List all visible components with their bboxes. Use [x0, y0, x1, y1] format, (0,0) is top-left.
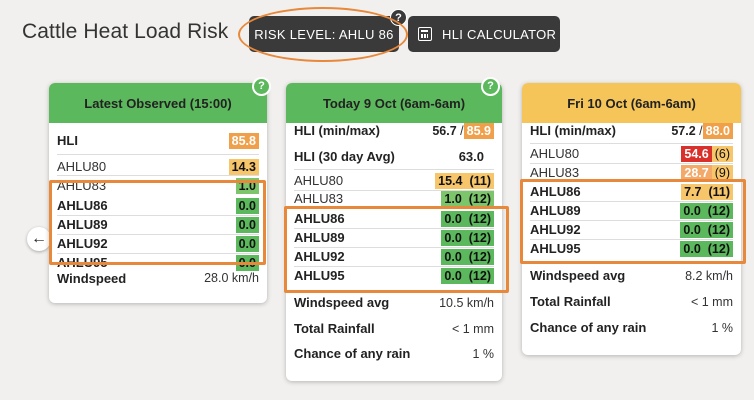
- row-ahlu86: AHLU86 0.0 (12): [294, 209, 494, 228]
- row-windspeed-avg: Windspeed avg 8.2 km/h: [530, 268, 733, 283]
- row-total-rainfall: Total Rainfall < 1 mm: [530, 294, 733, 309]
- card-today: Today 9 Oct (6am-6am) ? HLI (min/max) 56…: [286, 77, 502, 381]
- page-title: Cattle Heat Load Risk: [22, 20, 229, 43]
- row-ahlu83: AHLU83 1.0 (12): [294, 189, 494, 208]
- row-ahlu89: AHLU89 0.0 (12): [294, 228, 494, 247]
- card-header: Fri 10 Oct (6am-6am): [522, 83, 741, 123]
- help-icon[interactable]: ?: [481, 77, 500, 96]
- row-chance-rain: Chance of any rain 1 %: [530, 320, 733, 335]
- card-header: Latest Observed (15:00): [49, 83, 267, 123]
- row-hli: HLI 85.8: [57, 131, 259, 150]
- row-ahlu92: AHLU92 0.0 (12): [294, 247, 494, 266]
- row-ahlu92: AHLU92 0.0 (12): [530, 220, 733, 239]
- row-hli-minmax: HLI (min/max) 57.2 /88.0: [530, 121, 733, 140]
- row-ahlu95: AHLU95 0.0 (12): [530, 239, 733, 258]
- hli-calculator-button[interactable]: HLI CALCULATOR: [408, 16, 560, 52]
- row-ahlu92: AHLU92 0.0: [57, 234, 259, 253]
- row-windspeed: Windspeed 28.0 km/h: [57, 270, 259, 286]
- row-ahlu89: AHLU89 0.0 (12): [530, 201, 733, 220]
- row-ahlu80: AHLU80 15.4 (11): [294, 171, 494, 190]
- back-arrow-icon[interactable]: ←: [27, 227, 51, 251]
- row-ahlu86: AHLU86 0.0: [57, 196, 259, 215]
- row-hli-minmax: HLI (min/max) 56.7 /85.9: [294, 121, 494, 140]
- row-ahlu89: AHLU89 0.0: [57, 215, 259, 234]
- hli-calculator-label: HLI CALCULATOR: [442, 26, 557, 42]
- row-hli-30day: HLI (30 day Avg) 63.0: [294, 149, 484, 164]
- row-ahlu80: AHLU80 14.3: [57, 157, 259, 176]
- calculator-icon: [418, 27, 432, 41]
- card-header: Today 9 Oct (6am-6am): [286, 83, 502, 123]
- row-ahlu80: AHLU80 54.6 (6): [530, 144, 733, 163]
- card-latest-observed: Latest Observed (15:00) ? HLI 85.8 AHLU8…: [49, 77, 271, 303]
- row-chance-rain: Chance of any rain 1 %: [294, 346, 494, 361]
- risk-level-button[interactable]: RISK LEVEL: AHLU 86: [249, 16, 399, 52]
- row-windspeed-avg: Windspeed avg 10.5 km/h: [294, 295, 494, 310]
- row-ahlu83: AHLU83 28.7 (9): [530, 163, 733, 182]
- risk-help-icon[interactable]: ?: [390, 9, 407, 26]
- row-ahlu83: AHLU83 1.0: [57, 176, 259, 195]
- row-total-rainfall: Total Rainfall < 1 mm: [294, 321, 494, 336]
- help-icon[interactable]: ?: [252, 77, 271, 96]
- row-ahlu86: AHLU86 7.7 (11): [530, 182, 733, 201]
- row-ahlu95: AHLU95 0.0 (12): [294, 266, 494, 285]
- card-friday: Fri 10 Oct (6am-6am) HLI (min/max) 57.2 …: [522, 83, 741, 355]
